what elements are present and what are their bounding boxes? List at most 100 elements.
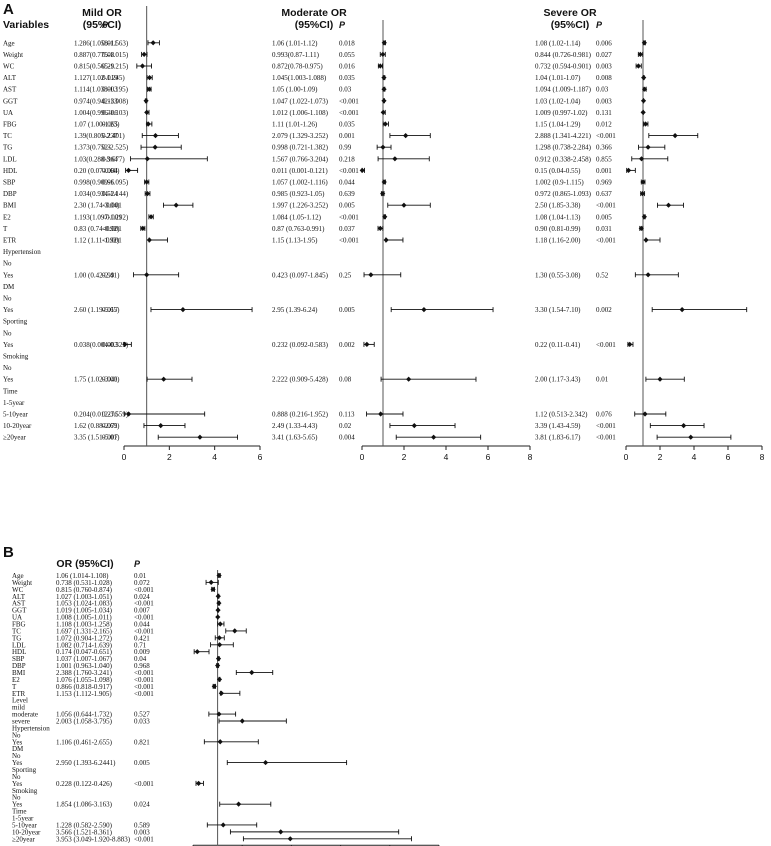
or-point bbox=[216, 572, 222, 579]
p-value: 0.639 bbox=[339, 190, 355, 198]
or-point bbox=[216, 635, 222, 641]
p-value: <0.001 bbox=[102, 225, 122, 233]
or-ci-text: 0.888 (0.216-1.952) bbox=[272, 411, 329, 419]
p-value: 0.01 bbox=[134, 572, 147, 580]
row-label: DM bbox=[3, 283, 15, 291]
p-value: <0.001 bbox=[596, 422, 616, 430]
or-ci-text: 0.232 (0.092-0.583) bbox=[272, 341, 329, 349]
p-value: <0.001 bbox=[134, 627, 154, 635]
x-tick-label: 0 bbox=[624, 452, 629, 462]
or-point bbox=[161, 376, 167, 382]
p-value: <0.001 bbox=[596, 132, 616, 140]
or-ci-text: 0.90 (0.81-0.99) bbox=[535, 225, 581, 233]
or-ci-text: 2.222 (0.909-5.428) bbox=[272, 376, 329, 384]
p-value: 0.02 bbox=[339, 422, 352, 430]
row-label: No bbox=[3, 329, 12, 337]
or-ci-text: 0.732 (0.594-0.901) bbox=[535, 63, 592, 71]
subpanel-ci-header: (95%CI) bbox=[83, 19, 122, 31]
or-ci-text: 1.997 (1.226-3.252) bbox=[272, 202, 329, 210]
p-value: 0.589 bbox=[134, 821, 150, 829]
p-value: <0.001 bbox=[134, 835, 154, 843]
row-label: Yes bbox=[3, 341, 13, 349]
p-value: 0.012 bbox=[596, 121, 612, 129]
or-point bbox=[141, 51, 147, 57]
or-ci-text: 0.22 (0.11-0.41) bbox=[535, 341, 581, 349]
x-tick-label: 2 bbox=[167, 452, 172, 462]
p-value: 0.276 bbox=[102, 411, 118, 419]
or-ci-text: 1.106 (0.461-2.655) bbox=[56, 738, 113, 746]
p-header: P bbox=[134, 559, 141, 569]
p-value: 0.113 bbox=[339, 411, 355, 419]
or-ci-text: 1.057 (1.002-1.116) bbox=[272, 179, 328, 187]
or-point bbox=[218, 690, 224, 696]
row-label: Yes bbox=[12, 801, 22, 809]
p-value: 0.004 bbox=[102, 167, 118, 175]
or-point bbox=[381, 75, 387, 81]
row-label: Yes bbox=[3, 271, 13, 279]
p-value: <0.001 bbox=[134, 780, 154, 788]
or-ci-text: 2.95 (1.39-6.24) bbox=[272, 306, 318, 314]
row-label: Hypertension bbox=[3, 248, 41, 256]
p-value: 0.001 bbox=[339, 132, 355, 140]
or-ci-text: 0.738 (0.531-1.028) bbox=[56, 579, 113, 587]
p-value: 0.003 bbox=[102, 86, 118, 94]
p-value: 0.017 bbox=[102, 306, 118, 314]
p-value: 0.003 bbox=[596, 63, 612, 71]
row-label: 10-20year bbox=[3, 422, 32, 430]
row-label: Time bbox=[3, 387, 18, 395]
or-point bbox=[216, 676, 223, 683]
or-point bbox=[640, 109, 646, 115]
p-value: <0.001 bbox=[134, 669, 154, 677]
or-point bbox=[681, 423, 687, 429]
or-ci-text: 3.566 (1.521-8.361) bbox=[56, 828, 113, 836]
or-ci-text: 1.298 (0.738-2.284) bbox=[535, 144, 592, 152]
or-point bbox=[215, 614, 221, 620]
or-ci-text: 0.998(0.909-1.095) bbox=[74, 179, 129, 187]
p-value: 0.003 bbox=[596, 97, 612, 105]
p-value: 0.964 bbox=[102, 155, 118, 163]
row-label: GGT bbox=[12, 607, 27, 615]
or-point bbox=[122, 341, 128, 347]
p-value: 0.002 bbox=[596, 306, 612, 314]
p-value: 0.237 bbox=[102, 132, 118, 140]
p-value: 0.52 bbox=[596, 271, 609, 279]
or-point bbox=[411, 423, 417, 429]
or-ci-text: 1.094 (1.009-1.187) bbox=[535, 86, 592, 94]
or-ci-text: 0.423 (0.097-1.845) bbox=[272, 271, 329, 279]
p-value: 0.71 bbox=[134, 641, 147, 649]
p-header: P bbox=[102, 20, 109, 30]
or-point bbox=[239, 718, 245, 724]
p-value: <0.001 bbox=[339, 109, 359, 117]
or-ci-text: 1.06 (1.014-1.108) bbox=[56, 572, 109, 580]
or-ci-text: 1.072 (0.904-1.272) bbox=[56, 634, 113, 642]
row-label: Smoking bbox=[3, 353, 29, 361]
or-ci-text: 0.83 (0.74-0.92) bbox=[74, 225, 120, 233]
p-value: <0.001 bbox=[134, 586, 154, 594]
x-tick-label: 4 bbox=[212, 452, 217, 462]
or-point bbox=[126, 411, 132, 417]
row-label: Level bbox=[12, 697, 28, 705]
or-point bbox=[382, 121, 388, 127]
or-ci-text: 3.41 (1.63-5.65) bbox=[272, 434, 318, 442]
row-label: No bbox=[12, 731, 21, 739]
or-point bbox=[641, 75, 647, 81]
row-label: E2 bbox=[12, 676, 20, 684]
or-point bbox=[642, 411, 648, 417]
row-label: 10-20year bbox=[12, 828, 41, 836]
p-value: 0.005 bbox=[134, 759, 150, 767]
row-label: GGT bbox=[3, 97, 18, 105]
row-label: Yes bbox=[12, 738, 22, 746]
or-ci-text: 1.15 (1.13-1.95) bbox=[272, 237, 318, 245]
p-value: 0.024 bbox=[134, 801, 150, 809]
or-ci-text: 1.12 (1.11-1.92) bbox=[74, 237, 120, 245]
p-value: 0.024 bbox=[134, 593, 150, 601]
or-point bbox=[173, 202, 179, 208]
or-point bbox=[236, 801, 242, 807]
p-value: 0.044 bbox=[339, 179, 355, 187]
p-value: <0.001 bbox=[134, 690, 154, 698]
x-tick-label: 8 bbox=[528, 452, 533, 462]
or-ci-text: 1.001 (0.963-1.040) bbox=[56, 662, 113, 670]
p-value: 0.855 bbox=[596, 155, 612, 163]
row-label: WC bbox=[3, 63, 15, 71]
subpanel-title: Moderate OR bbox=[281, 7, 347, 19]
